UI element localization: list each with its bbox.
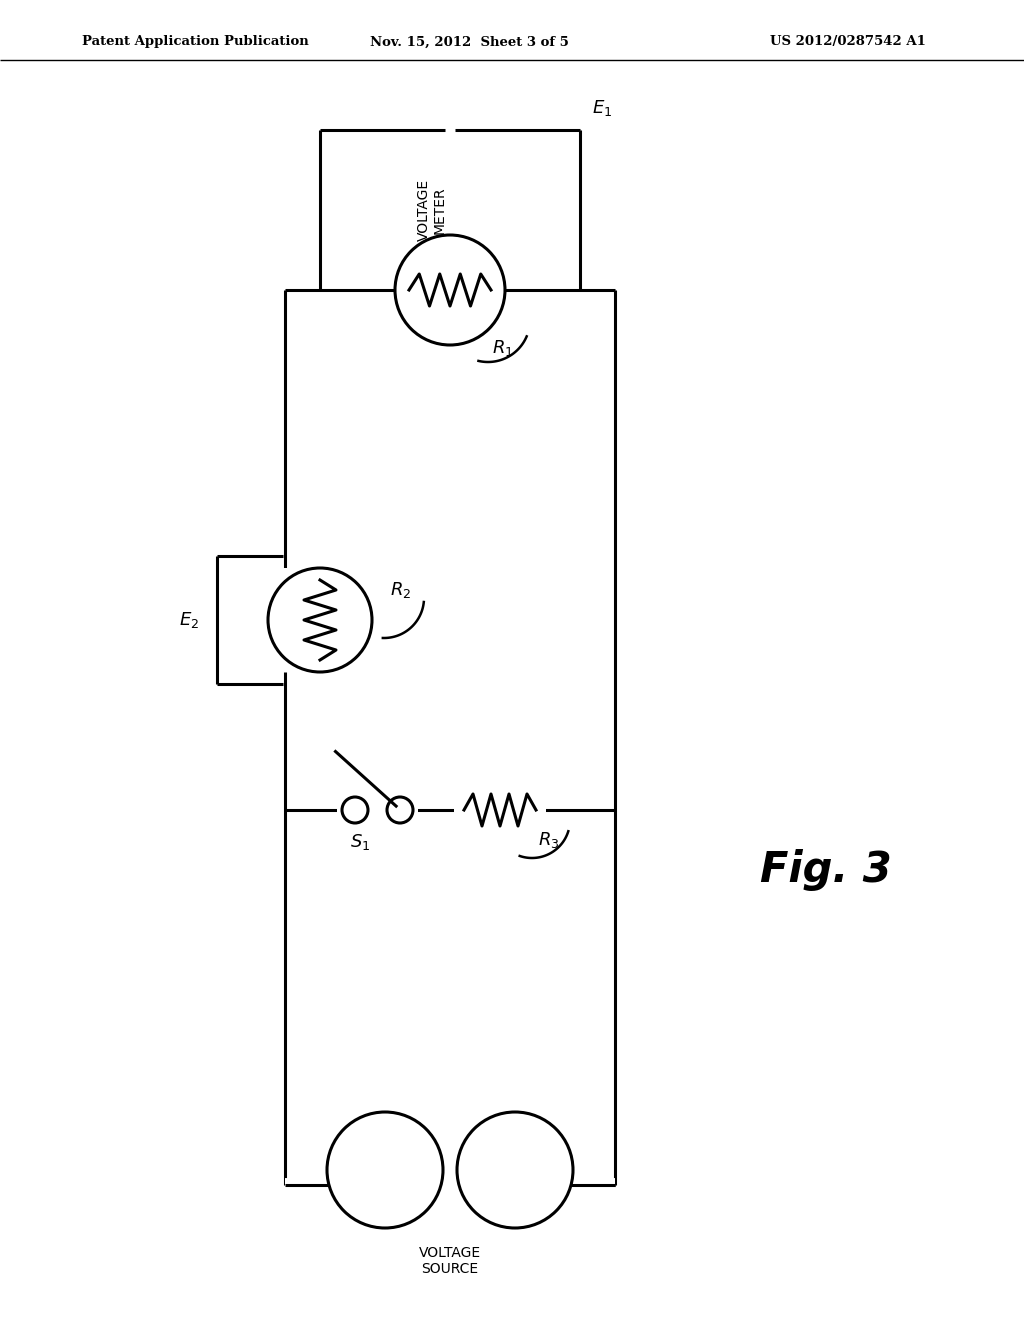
Circle shape bbox=[387, 797, 413, 822]
Text: Patent Application Publication: Patent Application Publication bbox=[82, 36, 309, 49]
Circle shape bbox=[395, 235, 505, 345]
Text: $E_2$: $E_2$ bbox=[179, 610, 199, 630]
Text: VOLTAGE
METER: VOLTAGE METER bbox=[417, 180, 447, 242]
Text: $R_3$: $R_3$ bbox=[538, 830, 559, 850]
Text: Fig. 3: Fig. 3 bbox=[760, 849, 892, 891]
Text: Nov. 15, 2012  Sheet 3 of 5: Nov. 15, 2012 Sheet 3 of 5 bbox=[370, 36, 569, 49]
Text: $R_2$: $R_2$ bbox=[390, 579, 412, 601]
Circle shape bbox=[457, 1111, 573, 1228]
Text: $R_1$: $R_1$ bbox=[492, 338, 513, 358]
Text: $S_1$: $S_1$ bbox=[350, 832, 370, 851]
Circle shape bbox=[327, 1111, 443, 1228]
Text: US 2012/0287542 A1: US 2012/0287542 A1 bbox=[770, 36, 926, 49]
Text: $E_1$: $E_1$ bbox=[592, 98, 612, 117]
Circle shape bbox=[268, 568, 372, 672]
Circle shape bbox=[342, 797, 368, 822]
Text: VOLTAGE
SOURCE: VOLTAGE SOURCE bbox=[419, 1246, 481, 1276]
